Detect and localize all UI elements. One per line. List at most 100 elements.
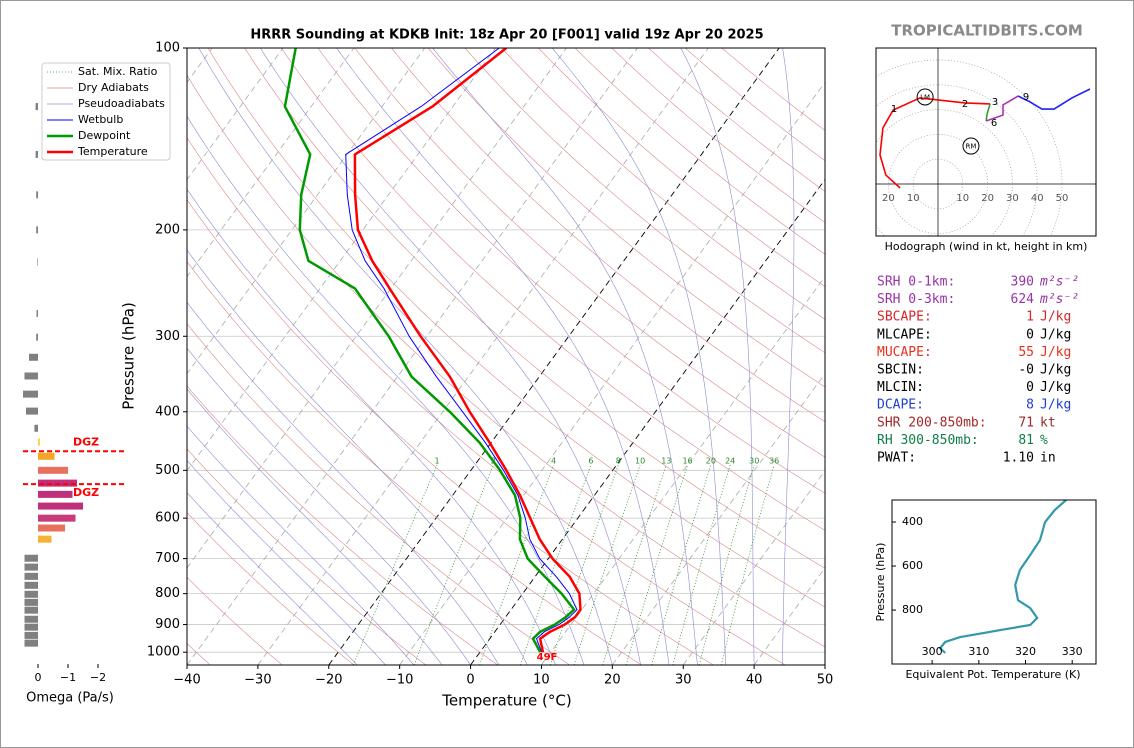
legend-label: Pseudoadiabats [78, 97, 165, 110]
param-label: SHR 200-850mb: [877, 415, 987, 430]
mixing-ratio-line [698, 464, 755, 665]
param-label: RH 300-850mb: [877, 433, 979, 448]
omega-bar [24, 623, 38, 631]
dry-adiabat [207, 48, 825, 608]
y-tick-label: 600 [155, 511, 180, 526]
site-name: TROPICALTIDBITS.COM [891, 22, 1083, 40]
hodo-height-label: 2 [962, 99, 968, 110]
param-value: 71 [1018, 415, 1034, 430]
param-label: DCAPE: [877, 398, 924, 413]
param-unit: kt [1040, 415, 1056, 430]
omega-tick-label: −1 [60, 671, 76, 684]
y-tick-label: 400 [155, 404, 180, 419]
mixing-ratio-line [413, 464, 494, 665]
y-tick-label: 500 [155, 463, 180, 478]
hodo-ring [876, 84, 1038, 236]
dry-adiabat [281, 48, 825, 531]
storm-motion-marker [962, 137, 980, 155]
param-label: SBCIN: [877, 363, 924, 378]
y-tick-label: 100 [155, 41, 180, 56]
param-unit: m²s⁻² [1039, 275, 1079, 290]
param-value: 81 [1018, 433, 1034, 448]
theta-e-frame [891, 499, 1097, 665]
hodo-trace [1017, 88, 1091, 110]
pseudoadiabat [187, 460, 386, 665]
param-unit: J/kg [1040, 363, 1071, 378]
param-unit: J/kg [1040, 327, 1071, 342]
theta-e-x-tick-label: 310 [968, 645, 989, 658]
hodo-height-label: 3 [992, 97, 998, 108]
pseudoadiabat [187, 492, 358, 665]
omega-bar [38, 438, 40, 446]
theta-e-y-label: Pressure (hPa) [874, 543, 887, 622]
param-value: 0 [1026, 327, 1034, 342]
param-label: SRH 0-3km: [877, 292, 955, 307]
theta-e-x-label: Equivalent Pot. Temperature (K) [905, 668, 1080, 681]
omega-bar [35, 150, 38, 158]
pseudoadiabat [187, 425, 415, 665]
theta-e-x-tick-label: 300 [922, 645, 943, 658]
omega-bar [24, 554, 38, 562]
omega-bar [34, 424, 38, 432]
omega-bar [26, 407, 38, 415]
mixing-ratio-label: 30 [749, 457, 759, 466]
mixing-ratio-label: 2 [491, 457, 496, 466]
hodo-ring-label: 20 [981, 193, 994, 204]
isotherm [187, 48, 426, 375]
theta-e-y-tick-label: 400 [902, 515, 923, 528]
omega-bar [24, 590, 38, 598]
hodo-ring-label: 10 [907, 193, 920, 204]
legend-box [41, 62, 171, 161]
omega-bar [24, 606, 38, 614]
pseudoadiabat [187, 188, 556, 665]
param-unit: J/kg [1040, 398, 1071, 413]
dry-adiabat [187, 261, 642, 665]
hodo-trace [985, 103, 991, 122]
y-tick-label: 700 [155, 551, 180, 566]
profiles [283, 48, 582, 653]
mixing-ratio-label: 6 [588, 457, 593, 466]
param-unit: m²s⁻² [1039, 292, 1079, 307]
x-tick-label: −30 [244, 673, 271, 688]
mixing-ratio-label: 8 [616, 457, 621, 466]
dry-adiabat [187, 385, 498, 665]
legend-label: Sat. Mix. Ratio [78, 65, 158, 78]
param-unit: J/kg [1040, 380, 1071, 395]
storm-motion-label: RM [966, 143, 977, 151]
storm-motion-marker [916, 88, 934, 106]
theta-e-y-tick-label: 600 [902, 559, 923, 572]
isotherm [187, 48, 496, 472]
theta-e-profile [938, 500, 1067, 654]
param-value: 1 [1026, 310, 1034, 325]
y-tick-label: 1000 [147, 645, 180, 660]
x-tick-label: 0 [466, 673, 474, 688]
param-label: MUCAPE: [877, 345, 932, 360]
param-unit: % [1040, 433, 1048, 448]
hodograph: 1 2 3 6 9 LM RM [876, 48, 1096, 236]
param-value: 0 [1026, 380, 1034, 395]
theta-e-plot [938, 500, 1067, 654]
omega-bar [36, 309, 38, 317]
background-lines [187, 48, 825, 665]
hodo-ring-label: 40 [1031, 193, 1044, 204]
param-label: SRH 0-1km: [877, 275, 955, 290]
omega-bar [38, 524, 65, 532]
theta-e-x-tick-label: 320 [1015, 645, 1036, 658]
isotherm [328, 48, 780, 665]
omega-bar [24, 372, 38, 380]
pseudoadiabat [187, 388, 443, 665]
dgz-label: DGZ [73, 435, 99, 448]
hodo-ring [876, 59, 1063, 236]
dry-adiabat [317, 48, 825, 494]
isotherm [470, 178, 825, 665]
omega-bar [24, 581, 38, 589]
legend-label: Wetbulb [78, 113, 123, 126]
param-value: 624 [1011, 292, 1035, 307]
mixing-ratio-label: 1 [435, 457, 440, 466]
dry-adiabat [391, 48, 825, 422]
pseudoadiabat [552, 48, 727, 665]
param-unit: J/kg [1040, 310, 1071, 325]
dry-adiabat [187, 199, 714, 665]
mixing-ratio-label: 36 [769, 457, 779, 466]
